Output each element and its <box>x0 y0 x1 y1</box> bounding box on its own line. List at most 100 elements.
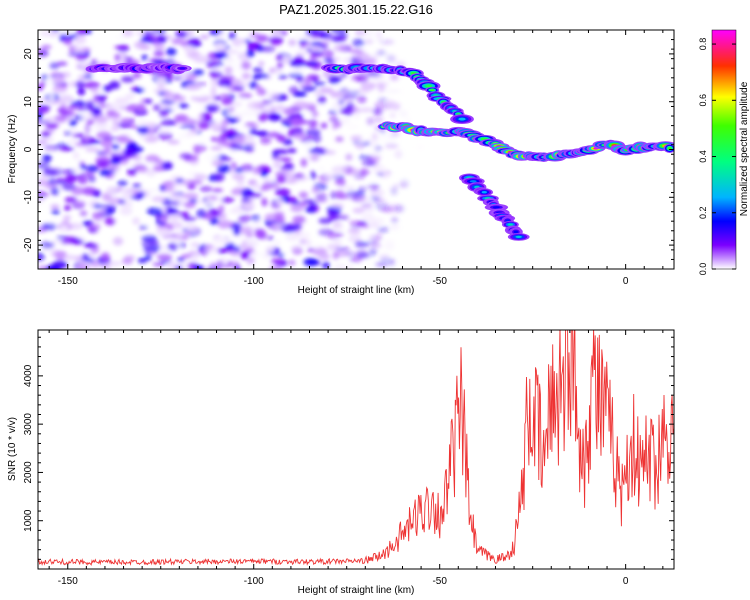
noise-blob <box>134 41 146 49</box>
snr-xtick-label: -100 <box>244 576 264 587</box>
noise-blob <box>352 38 365 48</box>
colorbar-label: Normalized spectral amplitude <box>739 81 750 216</box>
noise-blob <box>112 143 120 151</box>
noise-blob <box>297 231 311 241</box>
colorbar-gradient <box>712 30 736 269</box>
noise-blob <box>156 35 167 44</box>
noise-blob <box>54 114 69 123</box>
colorbar: 0.0 0.2 0.4 0.6 0.8 Normalized spectral ampl… <box>698 29 750 276</box>
noise-blob <box>349 255 362 263</box>
noise-blob <box>156 227 171 236</box>
noise-blob <box>293 101 309 110</box>
noise-blob <box>141 54 148 61</box>
noise-blob <box>218 134 228 141</box>
noise-blob <box>153 42 165 52</box>
noise-blob <box>277 253 285 258</box>
noise-blob <box>301 42 312 47</box>
noise-blob <box>334 178 346 186</box>
noise-blob <box>153 104 161 111</box>
noise-blob <box>240 197 255 203</box>
noise-blob <box>165 207 178 214</box>
noise-blob <box>132 154 142 161</box>
noise-blob <box>293 132 305 141</box>
noise-blob <box>210 87 217 96</box>
noise-blob <box>119 105 126 110</box>
noise-blob <box>184 74 198 81</box>
noise-blob <box>247 247 255 253</box>
noise-blob <box>114 97 129 105</box>
noise-blob <box>298 191 309 199</box>
noise-blob <box>264 213 279 222</box>
noise-blob <box>193 69 204 76</box>
noise-blob <box>229 142 243 151</box>
snr-xtick-label: -150 <box>58 576 78 587</box>
noise-blob <box>167 140 180 145</box>
noise-blob <box>163 91 175 100</box>
noise-blob <box>114 45 129 50</box>
noise-blob <box>120 200 133 208</box>
noise-blob <box>271 154 283 161</box>
noise-blob <box>62 109 75 118</box>
noise-blob <box>361 213 375 222</box>
colorbar-tick-label: 0.6 <box>698 94 708 107</box>
noise-blob <box>86 118 95 126</box>
noise-blob <box>127 138 134 144</box>
noise-blob <box>122 30 134 37</box>
noise-blob <box>45 122 58 130</box>
noise-blob <box>213 51 229 59</box>
noise-blob <box>179 124 196 129</box>
noise-blob <box>220 197 235 203</box>
noise-blob <box>113 216 128 225</box>
noise-blob <box>289 58 306 68</box>
noise-blob <box>154 173 168 179</box>
noise-blob <box>342 185 356 190</box>
snr-ytick-label: 3000 <box>23 413 34 436</box>
noise-blob <box>227 128 238 136</box>
noise-blob <box>94 122 109 130</box>
spectrogram-ytick-label: 0 <box>23 146 34 152</box>
noise-blob <box>385 88 402 94</box>
noise-blob <box>312 45 320 52</box>
noise-blob <box>339 117 351 125</box>
noise-blob <box>159 128 172 134</box>
noise-blob <box>234 264 241 269</box>
noise-blob <box>87 223 101 231</box>
noise-blob <box>234 81 251 87</box>
noise-blob <box>189 179 203 185</box>
noise-blob <box>335 225 345 232</box>
noise-blob <box>241 61 251 70</box>
noise-blob <box>394 204 405 213</box>
noise-blob <box>117 180 128 187</box>
noise-blob <box>210 146 223 151</box>
noise-blob <box>144 121 156 128</box>
noise-blob <box>41 223 57 231</box>
noise-blob <box>348 234 362 243</box>
noise-blob <box>253 73 270 79</box>
noise-blob <box>221 118 230 128</box>
noise-blob <box>392 183 409 188</box>
snr-ytick-label: 4000 <box>23 364 34 387</box>
noise-blob <box>366 117 375 126</box>
noise-blob <box>167 192 184 201</box>
noise-blob <box>199 186 213 192</box>
noise-blob <box>356 53 371 60</box>
noise-blob <box>83 74 95 79</box>
noise-blob <box>343 98 354 104</box>
noise-blob <box>209 217 220 225</box>
noise-blob <box>119 206 133 216</box>
noise-blob <box>47 93 56 102</box>
colorbar-tick-label: 0.0 <box>698 263 708 276</box>
spectrogram-xtick-label: -150 <box>58 276 78 287</box>
noise-blob <box>41 45 52 50</box>
noise-blob <box>318 102 326 110</box>
snr-axes: -150 -100 -50 0 1000 2000 3000 4000 <box>23 330 674 587</box>
noise-blob <box>73 45 84 52</box>
noise-blob <box>360 30 375 37</box>
snr-xtick-label: -50 <box>432 576 447 587</box>
noise-blob <box>287 45 303 51</box>
noise-blob <box>331 165 348 174</box>
noise-blob <box>272 31 283 37</box>
noise-blob <box>369 188 385 197</box>
noise-blob <box>416 143 425 151</box>
noise-blob <box>260 169 269 178</box>
